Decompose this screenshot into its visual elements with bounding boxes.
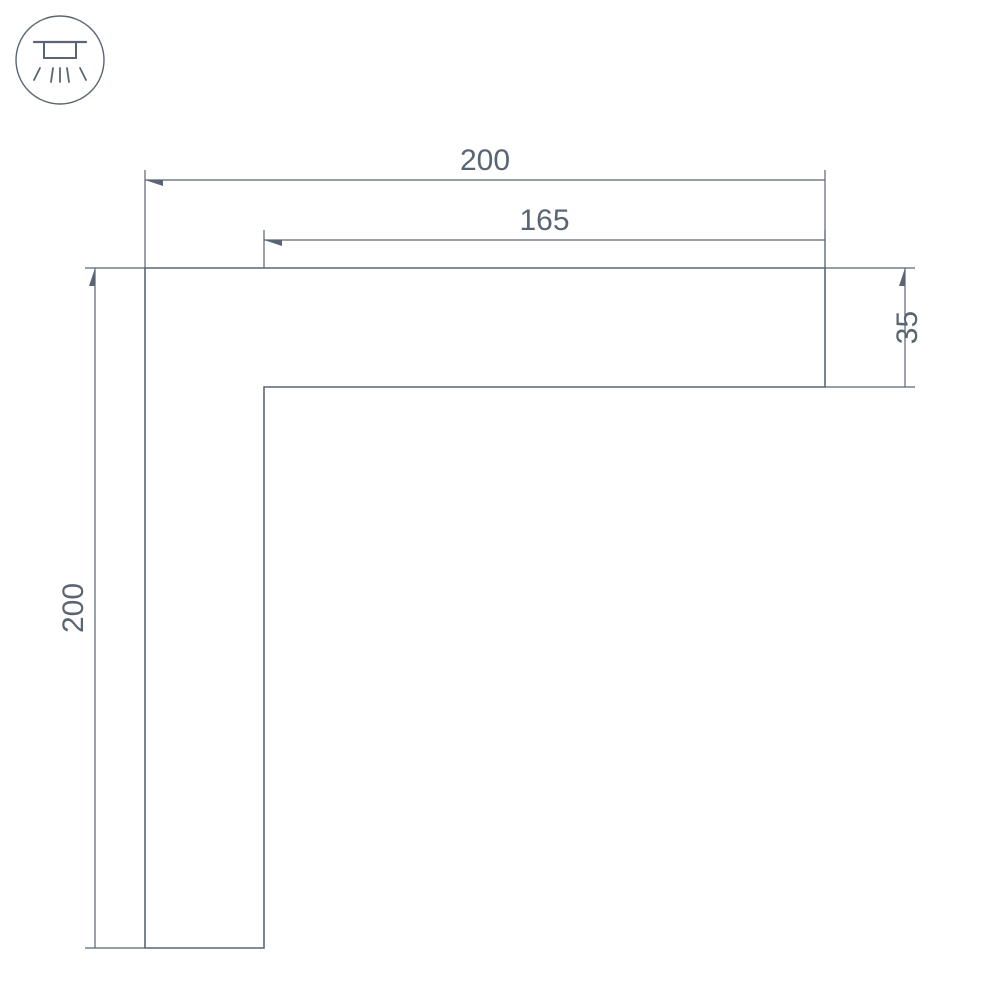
dim-height-value: 200 xyxy=(57,583,90,633)
l-profile-shape xyxy=(145,268,825,948)
dim-width-inner: 165 xyxy=(264,204,825,268)
technical-drawing: 200 165 35 200 xyxy=(0,0,1000,999)
dim-width-outer-value: 200 xyxy=(460,144,510,177)
dim-width-inner-value: 165 xyxy=(519,204,569,237)
ceiling-light-icon xyxy=(16,16,104,104)
dim-height: 200 xyxy=(57,268,145,948)
dim-width-outer: 200 xyxy=(145,144,825,268)
dim-thickness: 35 xyxy=(825,268,924,387)
dim-thickness-value: 35 xyxy=(891,311,924,344)
